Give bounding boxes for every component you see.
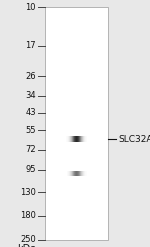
- Bar: [82, 171, 83, 176]
- Bar: [81, 136, 82, 142]
- Bar: [69, 171, 70, 176]
- Bar: [74, 136, 75, 142]
- Bar: [79, 136, 80, 142]
- Bar: [78, 171, 79, 176]
- Text: 43: 43: [25, 108, 36, 117]
- Bar: [72, 136, 73, 142]
- Bar: [83, 136, 84, 142]
- Text: 130: 130: [20, 188, 36, 197]
- Text: 10: 10: [26, 3, 36, 12]
- Bar: [67, 171, 68, 176]
- Bar: [75, 171, 76, 176]
- Bar: [82, 171, 83, 176]
- Bar: [71, 171, 72, 176]
- Bar: [70, 171, 71, 176]
- Text: 95: 95: [26, 165, 36, 174]
- Bar: [82, 136, 83, 142]
- Bar: [70, 136, 71, 142]
- Bar: [68, 171, 69, 176]
- Bar: [78, 136, 79, 142]
- Text: kDa: kDa: [17, 245, 36, 247]
- Bar: [45, 7, 108, 240]
- Text: 26: 26: [25, 72, 36, 81]
- Bar: [85, 136, 86, 142]
- Bar: [79, 171, 80, 176]
- Bar: [75, 136, 76, 142]
- Bar: [85, 171, 86, 176]
- Text: 17: 17: [25, 41, 36, 50]
- Text: 34: 34: [25, 91, 36, 100]
- Bar: [76, 136, 77, 142]
- Text: 72: 72: [25, 145, 36, 154]
- Bar: [72, 171, 73, 176]
- Bar: [67, 136, 68, 142]
- Bar: [84, 136, 85, 142]
- Text: 55: 55: [26, 126, 36, 135]
- Text: 250: 250: [20, 235, 36, 244]
- Bar: [66, 136, 67, 142]
- Bar: [86, 171, 87, 176]
- Bar: [68, 136, 69, 142]
- Bar: [73, 171, 74, 176]
- Bar: [80, 171, 81, 176]
- Bar: [84, 171, 85, 176]
- Bar: [77, 171, 78, 176]
- Bar: [77, 136, 78, 142]
- Bar: [82, 136, 83, 142]
- Bar: [76, 171, 77, 176]
- Bar: [74, 171, 75, 176]
- Bar: [69, 136, 70, 142]
- Bar: [71, 136, 72, 142]
- Bar: [73, 136, 74, 142]
- Text: SLC32A1: SLC32A1: [118, 135, 150, 144]
- Bar: [81, 171, 82, 176]
- Bar: [86, 136, 87, 142]
- Bar: [83, 171, 84, 176]
- Text: 180: 180: [20, 211, 36, 220]
- Bar: [80, 136, 81, 142]
